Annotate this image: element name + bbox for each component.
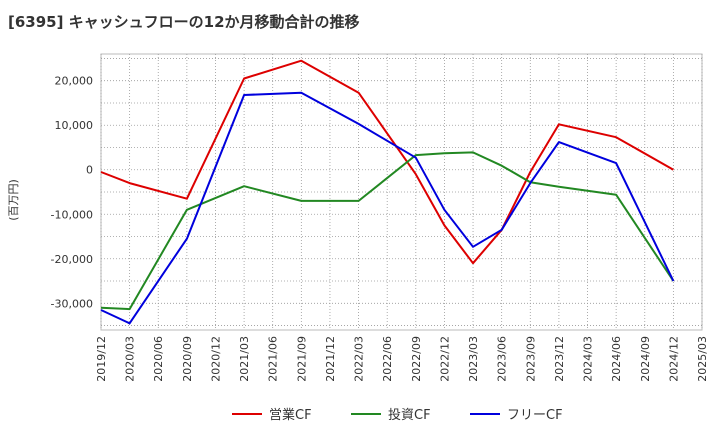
legend-label: フリーCF (507, 408, 563, 423)
x-tick-label: 2023/03 (467, 336, 480, 382)
x-tick-label: 2022/12 (438, 336, 451, 382)
x-tick-label: 2024/03 (582, 336, 595, 382)
x-tick-label: 2021/03 (238, 336, 251, 382)
series-line-投資CF (100, 151, 675, 311)
x-tick-label: 2020/12 (209, 336, 222, 382)
series-line-フリーCF (100, 91, 675, 325)
grid-layer (100, 54, 703, 330)
legend: 営業CF 投資CF フリーCF (232, 407, 563, 423)
x-tick-label: 2023/06 (496, 336, 509, 382)
legend-label: 投資CF (388, 407, 431, 423)
x-tick-label: 2023/09 (524, 336, 537, 382)
series-layer (100, 59, 675, 325)
x-tick-label: 2019/12 (95, 336, 108, 382)
x-tick-label: 2025/03 (696, 336, 709, 382)
series-line-営業CF (100, 59, 674, 265)
y-axis-label: (百万円) (7, 179, 20, 221)
x-tick-label: 2022/03 (353, 336, 366, 382)
y-tick-labels: 20,000 10,000 0 -10,000 -20,000 -30,000 (51, 75, 93, 311)
x-tick-labels: 2019/12 2020/03 2020/06 2020/09 2020/12 2021/… (95, 336, 709, 382)
x-tick-label: 2020/03 (124, 336, 137, 382)
y-tick-label: 0 (86, 164, 93, 177)
y-tick-label: -20,000 (51, 253, 93, 266)
legend-label: 営業CF (269, 407, 312, 423)
x-tick-label: 2024/06 (610, 336, 623, 382)
y-tick-label: -30,000 (51, 297, 93, 310)
x-tick-label: 2021/09 (295, 336, 308, 382)
chart-title: [6395] キャッシュフローの12か月移動合計の推移 (8, 13, 360, 31)
y-tick-label: 10,000 (55, 119, 94, 132)
x-tick-label: 2021/12 (324, 336, 337, 382)
y-tick-label: -10,000 (51, 208, 93, 221)
x-tick-label: 2023/12 (553, 336, 566, 382)
x-tick-label: 2024/12 (667, 336, 680, 382)
x-tick-label: 2022/06 (381, 336, 394, 382)
x-tick-label: 2022/09 (410, 336, 423, 382)
y-tick-label: 20,000 (55, 75, 94, 88)
x-tick-label: 2021/06 (267, 336, 280, 382)
x-tick-label: 2024/09 (639, 336, 652, 382)
x-tick-label: 2020/06 (152, 336, 165, 382)
x-tick-label: 2020/09 (181, 336, 194, 382)
